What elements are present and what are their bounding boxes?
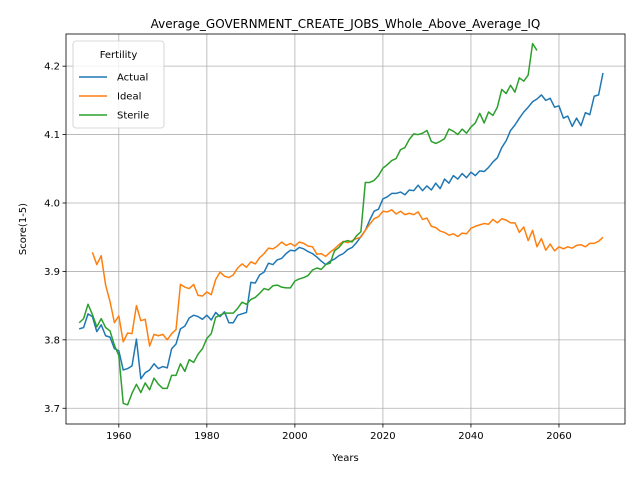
chart-title: Average_GOVERNMENT_CREATE_JOBS_Whole_Abo… xyxy=(151,17,541,31)
x-tick-label: 1960 xyxy=(106,431,131,442)
grid-lines xyxy=(66,34,625,424)
y-axis-label: Score(1-5) xyxy=(18,203,29,255)
x-tick-label: 2000 xyxy=(282,431,307,442)
y-tick-label: 4.0 xyxy=(44,199,60,210)
x-tick-label: 1980 xyxy=(194,431,219,442)
legend-label-actual: Actual xyxy=(117,73,148,84)
x-axis-label: Years xyxy=(331,453,358,464)
series-line-actual xyxy=(78,72,604,380)
y-tick-label: 3.8 xyxy=(44,335,60,346)
legend: Fertility Actual Ideal Sterile xyxy=(72,40,165,129)
series-line-ideal xyxy=(91,209,604,347)
legend-label-sterile: Sterile xyxy=(117,111,149,122)
series-layer xyxy=(78,42,604,406)
plot-frame xyxy=(65,33,626,425)
x-axis-ticks: 1960 1980 2000 2020 2040 2060 xyxy=(106,424,572,442)
y-tick-label: 4.1 xyxy=(44,130,60,141)
y-axis-ticks: 3.7 3.8 3.9 4.0 4.1 4.2 xyxy=(44,62,66,415)
x-tick-label: 2040 xyxy=(458,431,483,442)
x-tick-label: 2020 xyxy=(370,431,395,442)
legend-label-ideal: Ideal xyxy=(117,92,141,103)
y-tick-label: 3.7 xyxy=(44,404,60,415)
legend-title: Fertility xyxy=(100,50,138,61)
y-tick-label: 3.9 xyxy=(44,267,60,278)
x-tick-label: 2060 xyxy=(546,431,571,442)
legend-entries: Actual Ideal Sterile xyxy=(79,73,149,122)
y-tick-label: 4.2 xyxy=(44,62,60,73)
legend-box xyxy=(72,40,165,129)
series-line-sterile xyxy=(78,42,538,406)
